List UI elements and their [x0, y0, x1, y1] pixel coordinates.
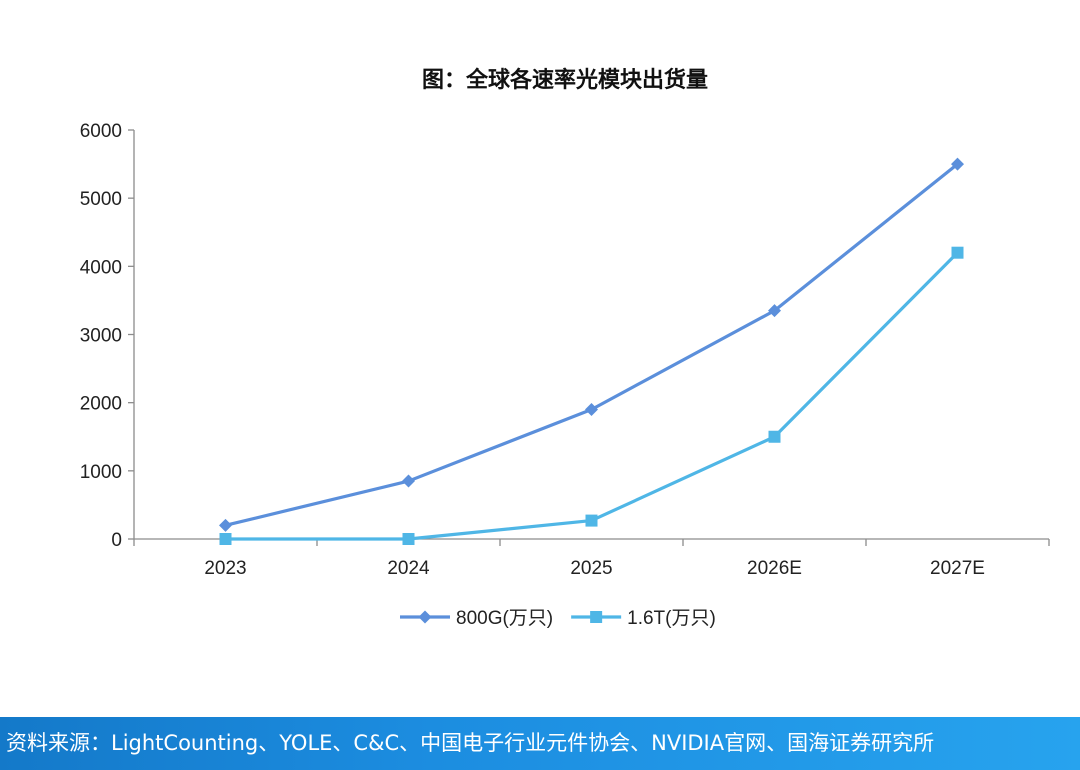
series-line	[225, 251, 959, 541]
data-point	[585, 402, 598, 416]
x-tick-label: 2027E	[930, 558, 985, 579]
data-point	[768, 430, 781, 443]
data-point	[951, 157, 964, 171]
x-tick-label: 2024	[387, 558, 430, 579]
chart-title: 图：全球各速率光模块出货量	[421, 68, 708, 93]
y-tick-label: 2000	[80, 394, 122, 415]
legend-marker	[418, 610, 432, 624]
data-point	[402, 533, 415, 545]
axes: 0 1000 2000 3000 4000 5000 6000 2023 2024 2025 202…	[80, 121, 1050, 579]
legend-label: 800G(万只)	[456, 608, 553, 629]
y-tick-label: 3000	[80, 326, 122, 347]
y-tick-label: 4000	[80, 257, 122, 278]
data-point	[585, 514, 598, 527]
data-point	[219, 533, 232, 545]
y-tick-label: 0	[111, 530, 122, 551]
x-tick-label: 2023	[204, 558, 246, 579]
y-tick-label: 1000	[80, 462, 122, 483]
y-tick-label: 5000	[80, 189, 122, 210]
legend-marker	[590, 611, 603, 623]
series-layer	[219, 157, 964, 545]
data-point	[402, 474, 415, 488]
data-point	[219, 518, 232, 532]
legend-item-2: 1.6T(万只)	[571, 608, 716, 629]
data-point	[768, 304, 781, 318]
data-point	[951, 246, 964, 259]
legend-item-1: 800G(万只)	[400, 608, 553, 629]
x-tick-label: 2025	[570, 558, 612, 579]
source-footer: 资料来源：LightCounting、YOLE、C&C、中国电子行业元件协会、N…	[0, 717, 1080, 770]
series-1	[219, 157, 964, 532]
y-tick-label: 6000	[80, 121, 122, 142]
legend-label: 1.6T(万只)	[627, 608, 716, 629]
legend: 800G(万只) 1.6T(万只)	[400, 608, 716, 629]
series-line	[225, 162, 959, 527]
series-2	[219, 246, 964, 545]
line-chart: 0 1000 2000 3000 4000 5000 6000 2023 2024 2025 202…	[80, 121, 1050, 629]
x-tick-label: 2026E	[747, 558, 802, 579]
